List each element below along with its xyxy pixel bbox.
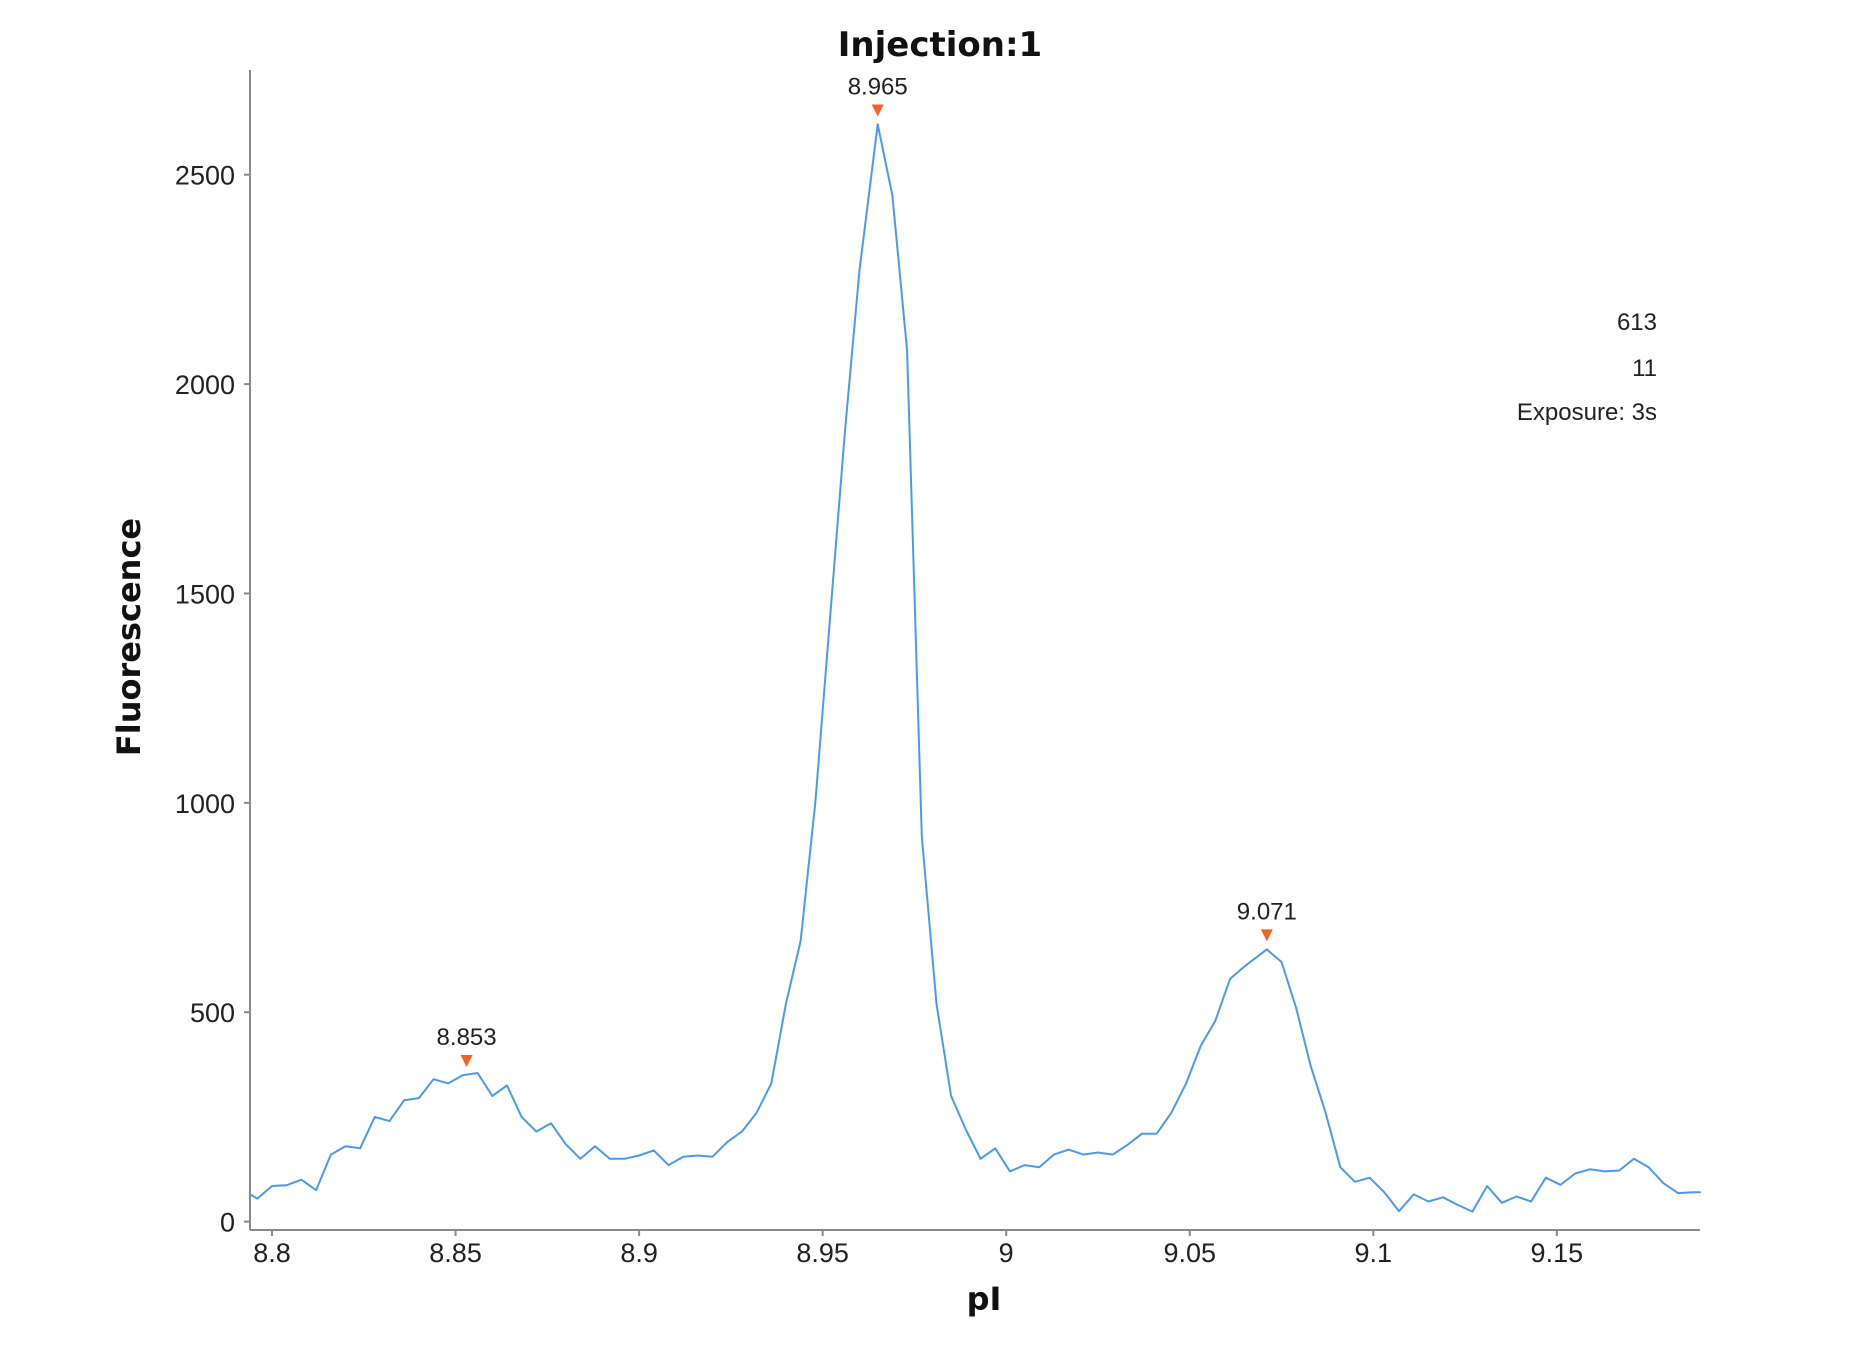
y-tick-label: 1500 <box>175 579 235 609</box>
x-tick-label: 8.85 <box>429 1238 482 1268</box>
info-line: 613 <box>1617 309 1657 336</box>
series-line <box>249 123 1701 1213</box>
series-layer <box>249 123 1701 1213</box>
peak-marker-icon <box>1260 929 1273 942</box>
y-tick-label: 0 <box>220 1208 235 1238</box>
x-tick-label: 9.1 <box>1355 1238 1393 1268</box>
info-line: Exposure: 3s <box>1517 399 1657 426</box>
y-tick-label: 2000 <box>175 370 235 400</box>
x-tick-label: 9.15 <box>1531 1238 1584 1268</box>
y-tick-label: 1000 <box>175 789 235 819</box>
peak-label: 8.965 <box>848 73 908 100</box>
peak-markers: 8.853 8.965 9.071 <box>437 73 1297 1068</box>
info-panel: 613 11 Exposure: 3s <box>1517 309 1657 426</box>
peak-marker-icon <box>460 1055 473 1068</box>
y-tick-label: 2500 <box>175 161 235 191</box>
info-line: 11 <box>1632 355 1657 382</box>
x-tick-label: 9.05 <box>1163 1238 1216 1268</box>
peak-label: 8.853 <box>437 1024 497 1051</box>
x-axis: 8.8 8.85 8.9 8.95 9 9.05 9.1 9.15 <box>250 1229 1700 1268</box>
x-tick-label: 8.8 <box>253 1238 291 1268</box>
y-axis-label: Fluorescence <box>110 518 148 756</box>
y-axis: 0 500 1000 1500 2000 2500 <box>175 70 251 1238</box>
x-axis-label: pI <box>967 1280 1002 1318</box>
chart-title: Injection:1 <box>838 25 1042 65</box>
peak-marker-icon <box>871 104 884 117</box>
x-tick-label: 8.9 <box>620 1238 658 1268</box>
x-tick-label: 9 <box>999 1238 1014 1268</box>
peak-label: 9.071 <box>1237 898 1297 925</box>
y-tick-label: 500 <box>190 998 235 1028</box>
x-tick-label: 8.95 <box>796 1238 849 1268</box>
